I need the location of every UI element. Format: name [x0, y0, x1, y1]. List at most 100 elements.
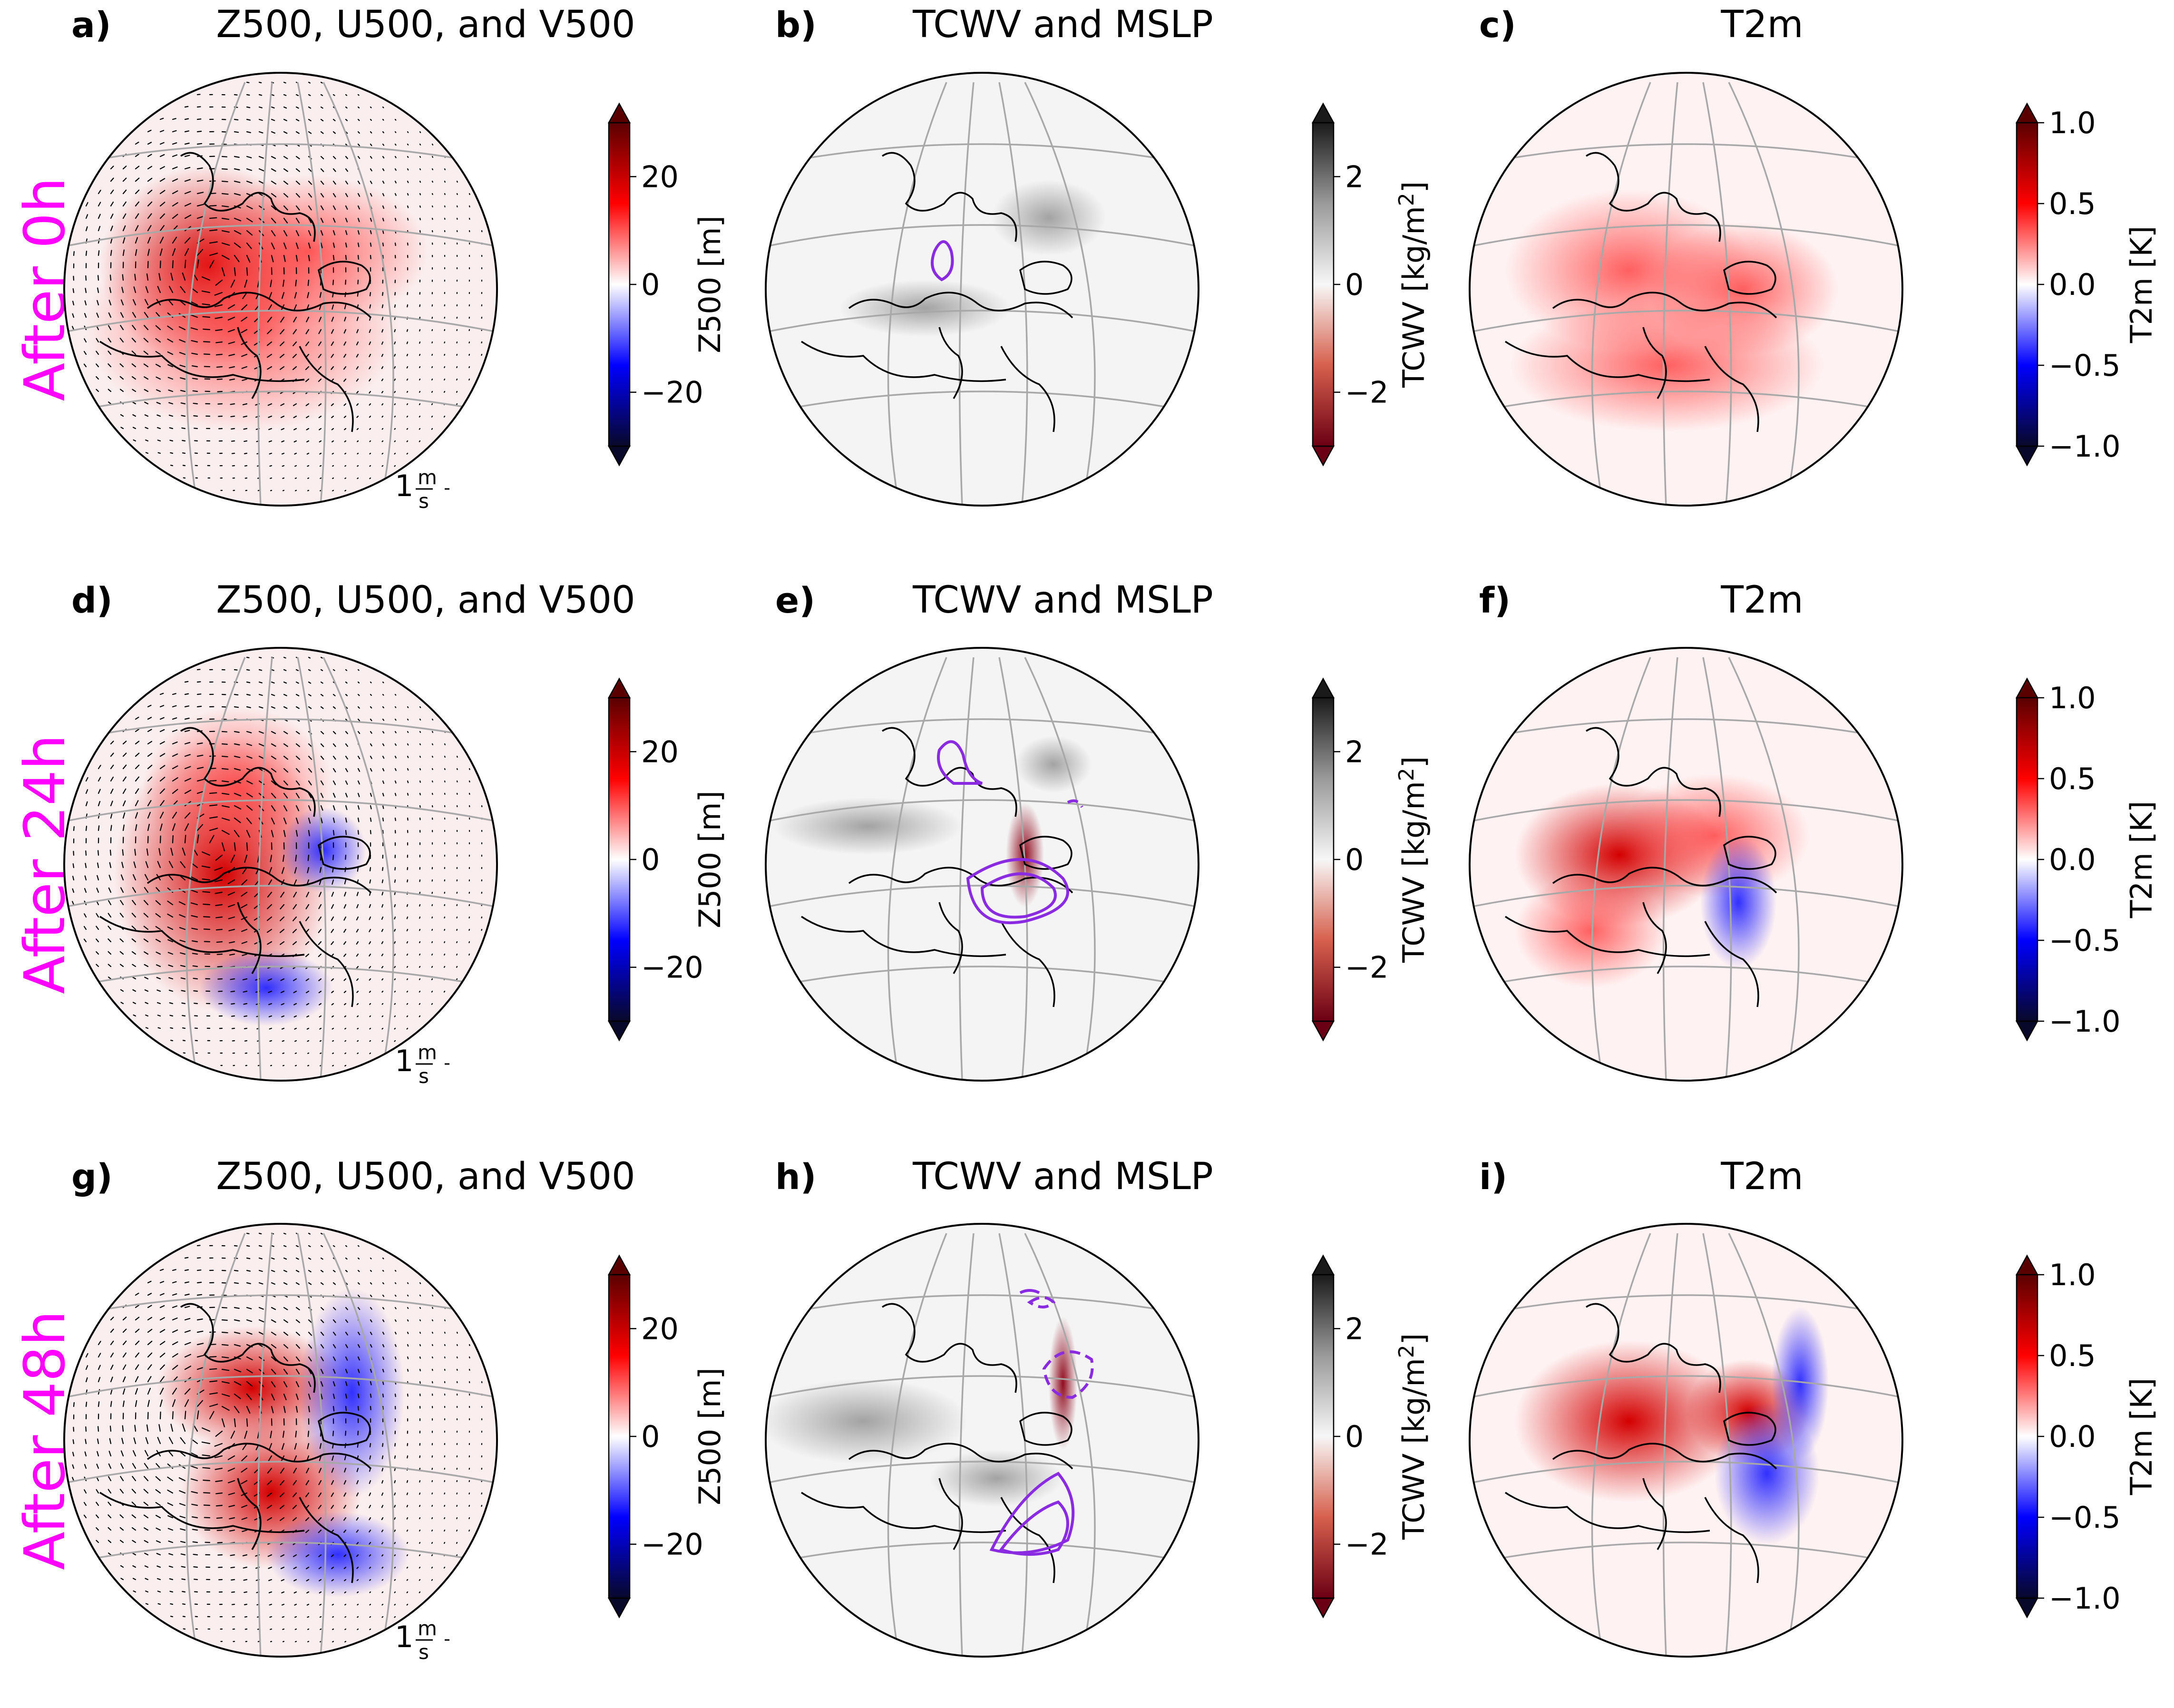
globe-outline — [1469, 1223, 1903, 1658]
colorbar-tick-label: 1.0 — [2049, 1258, 2096, 1292]
anomaly-blob — [1772, 1307, 1829, 1459]
colorbar-extend-max — [2015, 102, 2039, 124]
panel-title: T2m — [1720, 1155, 1803, 1198]
panel-letter: f) — [1479, 580, 1511, 621]
colorbar-extend-min — [607, 1597, 631, 1619]
anomaly-blob — [1015, 736, 1092, 793]
panel-title: Z500, U500, and V500 — [216, 3, 635, 46]
globe-fill — [766, 648, 1199, 1081]
speed-key-unit-den: s — [419, 1064, 429, 1088]
colorbar-tick-label: 0 — [1345, 842, 1364, 877]
globe-outline — [63, 72, 498, 507]
colorbar-tick-label: −1.0 — [2049, 429, 2121, 464]
colorbar-bar — [2016, 1274, 2038, 1599]
globe-outline — [63, 647, 498, 1082]
colorbar-extend-max — [1311, 1254, 1335, 1276]
colorbar-bar — [1312, 122, 1335, 447]
coastlines — [99, 1303, 372, 1583]
panel-letter: c) — [1479, 5, 1516, 46]
anomaly-blob — [143, 707, 333, 869]
mslp-contour — [937, 740, 983, 785]
colorbar-extend-min — [607, 1020, 631, 1042]
speed-key-unit-den: s — [419, 1640, 429, 1664]
anomaly-blob — [157, 1326, 347, 1450]
colorbar-extend-min — [1311, 445, 1335, 467]
colorbar-bar — [1312, 1274, 1335, 1599]
speed-key-value: 1 — [395, 468, 413, 503]
colorbar-tick-label: −20 — [641, 950, 703, 985]
panel-letter: g) — [71, 1157, 113, 1198]
colorbar-tick-label: 0 — [641, 1419, 660, 1454]
globe-outline — [765, 1223, 1199, 1658]
anomaly-blob — [766, 1378, 968, 1464]
colorbar-tick-label: 20 — [641, 734, 679, 769]
graticule — [64, 82, 497, 506]
colorbar-label: TCWV [kg/m2] — [1394, 756, 1431, 963]
graticule — [766, 1233, 1199, 1657]
coastlines — [99, 727, 372, 1007]
panel-d: d) Z500, U500, and V500 1 ms 20 0 −20 Z500 [m] — [63, 579, 727, 1088]
speed-key-value: 1 — [395, 1044, 413, 1078]
colorbar-extend-max — [2015, 1254, 2039, 1276]
anomaly-blob — [1049, 1317, 1077, 1450]
colorbar-tick-label: −2 — [1345, 1527, 1388, 1562]
colorbar-label: T2m [K] — [2124, 1378, 2159, 1495]
colorbar-bar — [2016, 697, 2038, 1022]
colorbar-tick-label: −0.5 — [2049, 923, 2121, 958]
panel-g: g) Z500, U500, and V500 1 ms 20 0 −20 Z500 [m] — [63, 1155, 727, 1664]
colorbar-label: TCWV [kg/m2] — [1394, 181, 1431, 388]
colorbar-extend-max — [2015, 677, 2039, 699]
anomaly-blob — [992, 180, 1106, 256]
colorbar-extend-max — [1311, 102, 1335, 124]
speed-key-unit-num: m — [418, 466, 437, 489]
globe-outline — [63, 1223, 498, 1658]
anomaly-blob — [1510, 299, 1824, 432]
coastlines — [801, 727, 1073, 1007]
colorbar-extend-max — [1311, 677, 1335, 699]
coastlines — [801, 1303, 1073, 1583]
colorbar-label: T2m [K] — [2124, 226, 2159, 343]
colorbar-z500: 20 0 −20 Z500 [m] — [607, 102, 727, 467]
panel-title: Z500, U500, and V500 — [216, 1155, 635, 1198]
mslp-contour — [989, 1472, 1075, 1554]
speed-key: 1 ms — [395, 466, 449, 513]
graticule — [766, 82, 1199, 506]
colorbar-t2m: 1.0 0.5 0.0 −0.5 −1.0 T2m [K] — [2015, 677, 2159, 1042]
panel-letter: e) — [775, 580, 815, 621]
colorbar-tick-label: 0.0 — [2049, 1419, 2096, 1454]
panel-c: c) T2m 1.0 0.5 0.0 −0.5 −1.0 T2m [K] — [1469, 3, 2159, 507]
colorbar-extend-max — [607, 1254, 631, 1276]
mslp-contour — [1042, 1350, 1094, 1399]
colorbar-bar — [608, 697, 631, 1022]
colorbar-z500: 20 0 −20 Z500 [m] — [607, 1254, 727, 1619]
panel-title: T2m — [1720, 579, 1803, 622]
colorbar-tick-label: 0 — [1345, 1419, 1364, 1454]
coastlines — [1505, 727, 1777, 1007]
panel-f: f) T2m 1.0 0.5 0.0 −0.5 −1.0 T2m [K] — [1469, 579, 2159, 1082]
colorbar-tick-label: 20 — [641, 1311, 679, 1346]
graticule — [64, 657, 497, 1081]
globe — [1470, 73, 1902, 506]
panel-a: a) Z500, U500, and V500 1 ms 20 0 −20 Z500 [m] — [63, 3, 727, 513]
anomaly-blob — [1515, 874, 1667, 988]
colorbar-bar — [608, 1274, 631, 1599]
globe — [1470, 1224, 1902, 1657]
colorbar-tick-label: −2 — [1345, 375, 1388, 410]
colorbar-extend-max — [607, 102, 631, 124]
graticule — [1470, 1233, 1902, 1657]
anomaly-blob — [200, 950, 333, 1026]
mslp-contour — [999, 1500, 1069, 1556]
colorbar-tick-label: 0 — [641, 267, 660, 302]
panel-letter: h) — [775, 1157, 817, 1198]
mslp-contour — [1019, 1289, 1040, 1294]
coastlines — [1505, 152, 1777, 432]
anomaly-blob — [839, 280, 1011, 337]
coastlines — [801, 152, 1073, 432]
mslp-contour — [980, 872, 1057, 919]
colorbar-tick-label: 0 — [641, 842, 660, 877]
colorbar-z500: 20 0 −20 Z500 [m] — [607, 677, 727, 1042]
